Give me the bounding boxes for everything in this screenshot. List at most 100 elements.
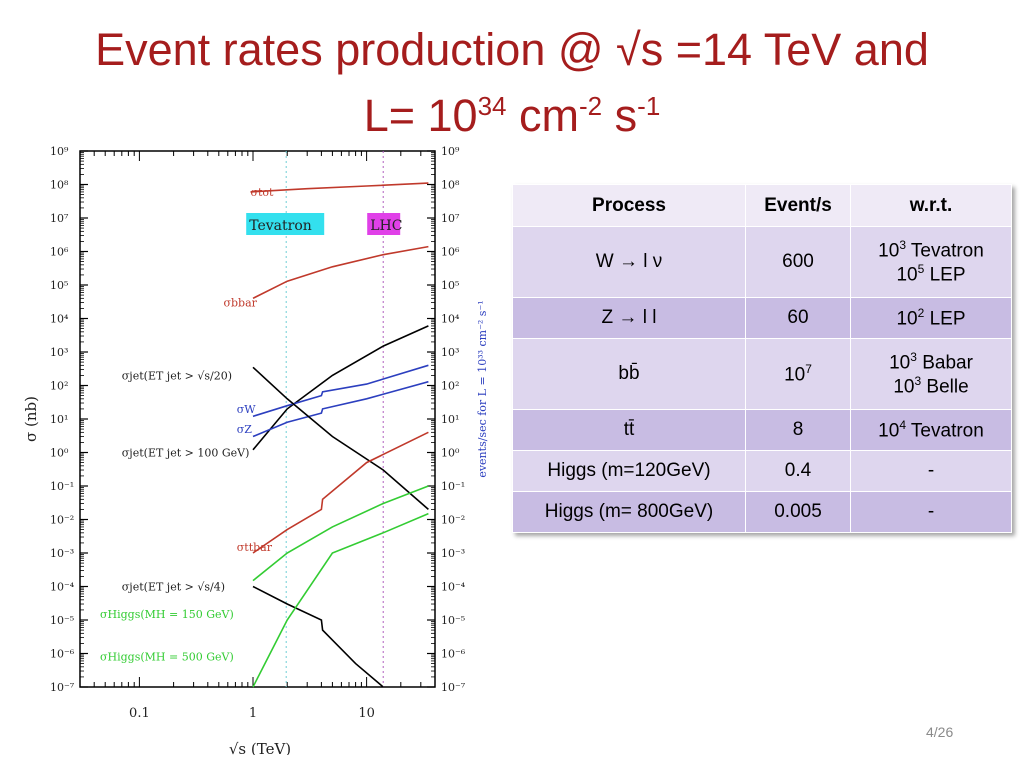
cell-event-rate: 0.4 (745, 450, 851, 492)
cell-process: Higgs (m= 800GeV) (512, 491, 746, 533)
rate-value: 600 (782, 251, 814, 272)
table-header-row: Process Event/s w.r.t. (512, 184, 1012, 227)
cell-wrt: 103 Babar 103 Belle (850, 338, 1012, 410)
slide-title: Event rates production @ √s =14 TeV and … (0, 22, 1024, 144)
cell-event-rate: 600 (745, 226, 851, 298)
marker-label-lhc: LHC (370, 218, 402, 234)
wrt-line: 103 Babar (889, 349, 973, 373)
wrt-line: 103 Belle (893, 374, 969, 398)
y-tick-label: 10² (50, 380, 68, 393)
cell-process: tt̄ (512, 409, 746, 451)
series-line-7 (252, 431, 429, 554)
x-tick-label: 10 (358, 706, 375, 721)
y-tick-label-right: 10⁹ (441, 145, 460, 158)
y-tick-label-right: 10³ (441, 346, 459, 359)
series-label-2: σbbar (224, 297, 258, 310)
header-wrt: w.r.t. (850, 184, 1012, 227)
title-exp-1: 34 (477, 91, 507, 121)
table-body: W → l ν 600 103 Tevatron 105 LEP Z → l l 60 10… (512, 226, 1012, 533)
cell-event-rate: 107 (745, 338, 851, 410)
y-tick-label-right: 10⁷ (441, 212, 460, 225)
series-line-4 (252, 364, 429, 418)
y-tick-label: 10⁻² (50, 514, 74, 527)
y-tick-label: 10³ (50, 346, 68, 359)
cell-event-rate: 0.005 (745, 491, 851, 533)
header-event-rate: Event/s (745, 184, 851, 227)
series-label-6: σjet(ET jet > 100 GeV) (122, 447, 250, 460)
title-unit-s: s (602, 90, 638, 141)
series-label-3: σjet(ET jet > √s/20) (122, 369, 232, 382)
series-label-10: σHiggs(MH = 500 GeV) (100, 651, 234, 664)
wrt-line: 105 LEP (896, 262, 966, 286)
cell-wrt: 102 LEP (850, 297, 1012, 339)
table-row: Higgs (m=120GeV) 0.4 - (512, 450, 1012, 492)
series-line-5 (252, 380, 429, 438)
cell-process: Z → l l (512, 297, 746, 339)
series-line-2 (252, 245, 429, 300)
y-tick-label-right: 10⁰ (441, 447, 460, 460)
y-tick-label-right: 10⁵ (441, 279, 459, 292)
y-tick-label-right: 10¹ (441, 413, 459, 426)
y-tick-label: 10⁴ (50, 313, 69, 326)
cell-wrt: 104 Tevatron (850, 409, 1012, 451)
y-tick-label: 10⁹ (50, 145, 69, 158)
series-label-8: σjet(ET jet > √s/4) (122, 581, 225, 594)
series-line-1 (250, 182, 429, 193)
title-exp-2: -2 (579, 91, 603, 121)
title-exp-3: -1 (637, 91, 661, 121)
y-tick-label-right: 10⁻⁴ (441, 581, 466, 594)
title-line-2: L= 1034 cm-2 s-1 (0, 78, 1024, 144)
series-line-9 (252, 485, 429, 582)
y-tick-label-right: 10⁶ (441, 246, 460, 259)
cell-wrt: - (850, 491, 1012, 533)
y-tick-label: 10⁷ (50, 212, 69, 225)
y-tick-label: 10⁻⁴ (50, 581, 75, 594)
x-tick-label: 1 (249, 706, 257, 721)
rate-value: 10 (784, 364, 806, 386)
page-number: 4/26 (926, 724, 954, 740)
marker-box-tevatron (246, 213, 325, 235)
y-tick-label-right: 10⁻⁵ (441, 614, 465, 627)
wrt-line: 104 Tevatron (878, 417, 984, 442)
y-tick-label-right: 10⁸ (441, 179, 460, 192)
cell-process: bb̄ (512, 338, 746, 410)
y-tick-label: 10⁸ (50, 179, 69, 192)
series-label-5: σZ (237, 423, 253, 436)
table-row: Higgs (m= 800GeV) 0.005 - (512, 491, 1012, 533)
cell-event-rate: 60 (745, 297, 851, 339)
wrt-line: 103 Tevatron (878, 237, 984, 261)
cell-process: Higgs (m=120GeV) (512, 450, 746, 492)
y-tick-label: 10⁻¹ (50, 480, 74, 493)
x-axis-title: √s (TeV) (229, 740, 291, 755)
cross-section-plot: 10⁹ 10⁹ 10⁸ 10⁸ 10⁷ 10⁷ 10⁶ 10⁶ 10⁵ 10⁵ 10⁴ 10⁴ 10³ 1… (22, 145, 489, 755)
y-tick-label: 10¹ (50, 413, 68, 426)
marker-label-tevatron: Tevatron (249, 218, 312, 234)
rate-value: 0.005 (774, 501, 822, 522)
y-tick-label: 10⁶ (50, 246, 69, 259)
event-rate-table: Process Event/s w.r.t. W → l ν 600 103 Tev… (512, 184, 1012, 533)
y-tick-label: 10⁻³ (50, 547, 74, 560)
series-line-6 (252, 366, 429, 511)
wrt-line: - (927, 501, 935, 522)
y-tick-label: 10⁰ (50, 447, 69, 460)
series-label-1: σtot (250, 186, 274, 199)
series-label-9: σHiggs(MH = 150 GeV) (100, 608, 234, 621)
series-label-7: σttbar (237, 541, 273, 554)
header-process: Process (512, 184, 746, 227)
y-tick-label-right: 10⁻¹ (441, 480, 465, 493)
cell-event-rate: 8 (745, 409, 851, 451)
cell-process: W → l ν (512, 226, 746, 298)
series-line-3 (252, 325, 429, 451)
y-tick-label-right: 10⁻² (441, 514, 465, 527)
rate-value: 60 (787, 307, 809, 328)
series-label-4: σW (237, 403, 257, 416)
y-tick-label-right: 10⁴ (441, 313, 460, 326)
y-tick-label: 10⁻⁵ (50, 614, 74, 627)
marker-box-lhc (367, 213, 401, 235)
wrt-line: 102 LEP (896, 305, 966, 330)
y-axis-title: σ (nb) (22, 396, 40, 442)
wrt-line: - (927, 460, 935, 481)
rate-exponent: 7 (805, 361, 812, 376)
x-tick-label: 0.1 (129, 706, 150, 721)
title-luminosity-base: L= 10 (363, 90, 478, 141)
